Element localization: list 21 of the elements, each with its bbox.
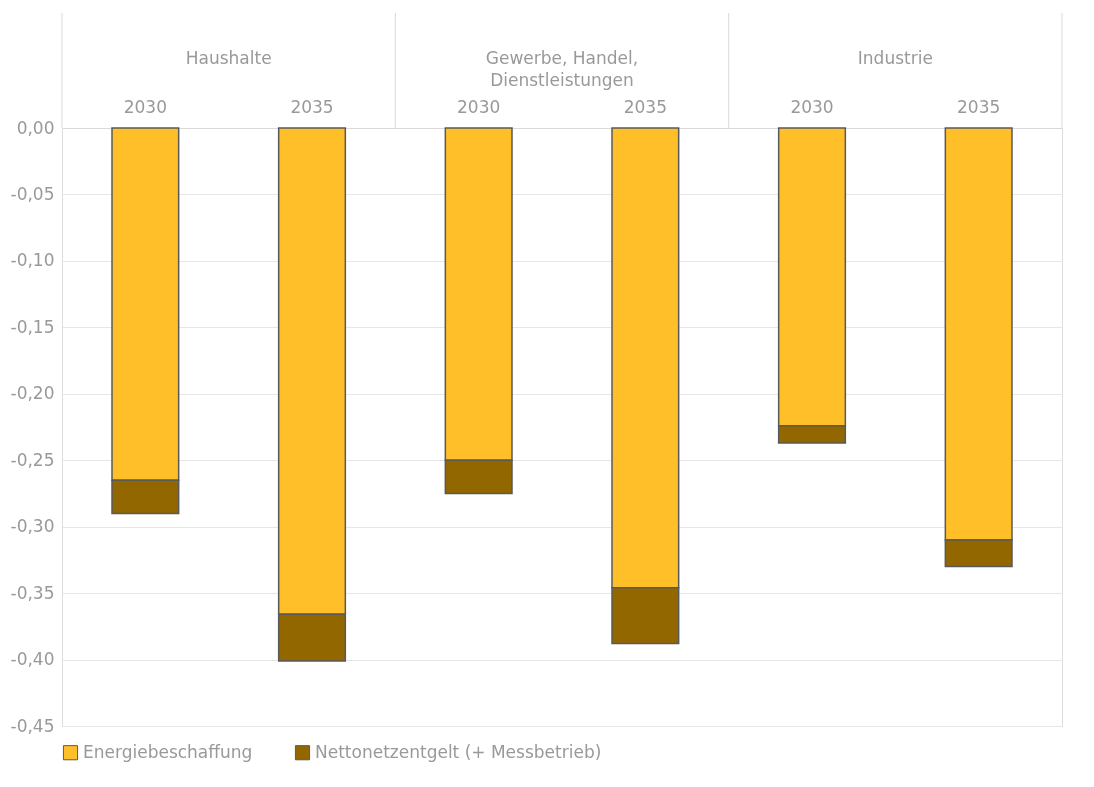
y-tick-label: -0,25 bbox=[10, 449, 55, 470]
y-tick-label: -0,30 bbox=[10, 516, 55, 537]
x-tick-label: 2035 bbox=[957, 96, 1001, 117]
y-tick-label: -0,10 bbox=[10, 250, 55, 271]
x-tick-label: 2030 bbox=[457, 96, 501, 117]
y-tick-label: -0,15 bbox=[10, 316, 55, 337]
y-tick-label: -0,40 bbox=[10, 649, 55, 670]
x-tick-label: 2030 bbox=[123, 96, 167, 117]
x-tick-label: 2030 bbox=[790, 96, 834, 117]
y-tick-label: -0,20 bbox=[10, 383, 55, 404]
x-tick-label: 2035 bbox=[290, 96, 334, 117]
x-tick-label: 2035 bbox=[623, 96, 667, 117]
text: Gewerbe, Handel, Dienstleistungen bbox=[485, 48, 639, 90]
legend-label: Nettonetzentgelt (+ Messbetrieb) bbox=[315, 741, 602, 762]
y-tick-label: -0,05 bbox=[10, 183, 55, 204]
legend-label: Energiebeschaffung bbox=[83, 741, 253, 762]
y-tick-label: -0,45 bbox=[10, 715, 55, 736]
text: Industrie bbox=[857, 48, 933, 68]
text: Haushalte bbox=[185, 48, 272, 68]
y-tick-label: 0,00 bbox=[16, 117, 55, 138]
y-tick-label: -0,35 bbox=[10, 582, 55, 603]
